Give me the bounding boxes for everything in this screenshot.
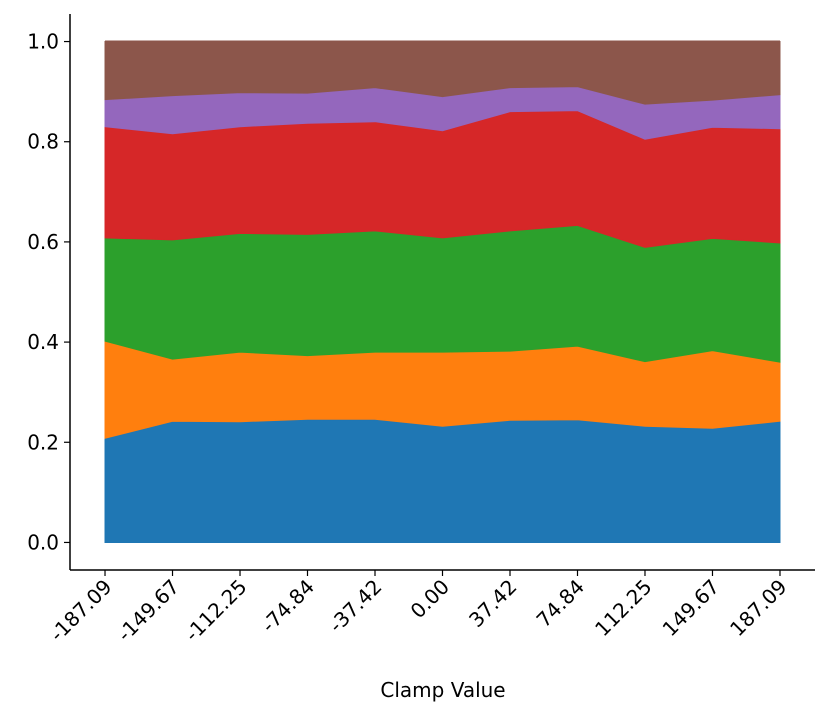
x-tick-label: -187.09 — [45, 575, 117, 647]
x-tick-label: -74.84 — [256, 575, 319, 638]
x-tick-label: 37.42 — [464, 575, 521, 632]
x-tick-label: 0.00 — [406, 575, 454, 623]
area-series-group — [104, 40, 781, 543]
x-tick-label: -37.42 — [324, 575, 387, 638]
y-tick-label: 0.0 — [27, 530, 59, 554]
y-tick-label: 1.0 — [27, 30, 59, 54]
x-tick-label: 74.84 — [532, 575, 589, 632]
y-tick-label: 0.4 — [27, 330, 59, 354]
x-axis-title: Clamp Value — [380, 678, 505, 702]
x-tick-label: 112.25 — [590, 575, 656, 641]
y-tick-label: 0.6 — [27, 230, 59, 254]
x-tick-label: -149.67 — [112, 575, 184, 647]
y-tick-label: 0.8 — [27, 130, 59, 154]
x-tick-label: 187.09 — [725, 575, 791, 641]
area-series-1 — [104, 418, 781, 543]
x-tick-label: 149.67 — [658, 575, 724, 641]
y-tick-label: 0.2 — [27, 430, 59, 454]
x-tick-label: -112.25 — [180, 575, 252, 647]
area-series-3 — [104, 224, 781, 363]
